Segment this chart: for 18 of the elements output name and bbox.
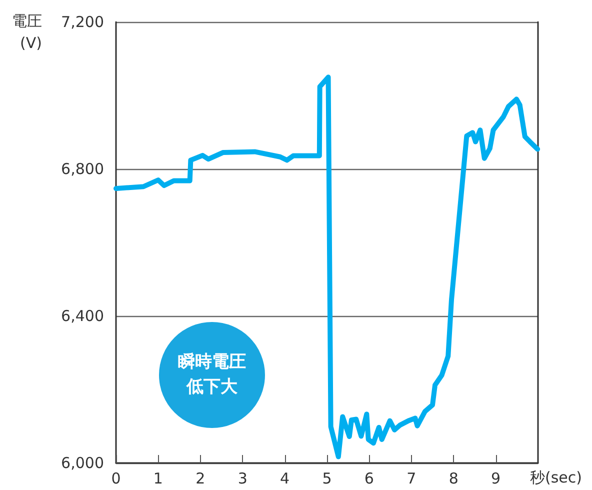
x-tick-label: 1 [153,470,163,488]
y-tick-label: 7,200 [61,13,104,31]
x-tick-label: 7 [406,470,416,488]
x-tick-label: 9 [491,470,501,488]
x-tick-label: 0 [111,470,121,488]
annotation: 瞬時電圧低下大 [177,351,247,399]
y-tick-label: 6,800 [61,160,104,178]
y-axis-title: 電圧 (V) [12,12,42,52]
x-axis-title: 秒(sec) [530,468,582,486]
y-tick-label: 6,400 [61,307,104,325]
x-tick-label: 2 [196,470,206,488]
x-tick-label: 3 [238,470,248,488]
x-tick-label: 4 [280,470,290,488]
x-tick-label: 5 [322,470,332,488]
x-tick-label: 6 [364,470,374,488]
circle-badge: 瞬時電圧低下大 [159,322,265,428]
y-tick-label: 6,000 [61,454,104,472]
x-tick-label: 8 [448,470,458,488]
